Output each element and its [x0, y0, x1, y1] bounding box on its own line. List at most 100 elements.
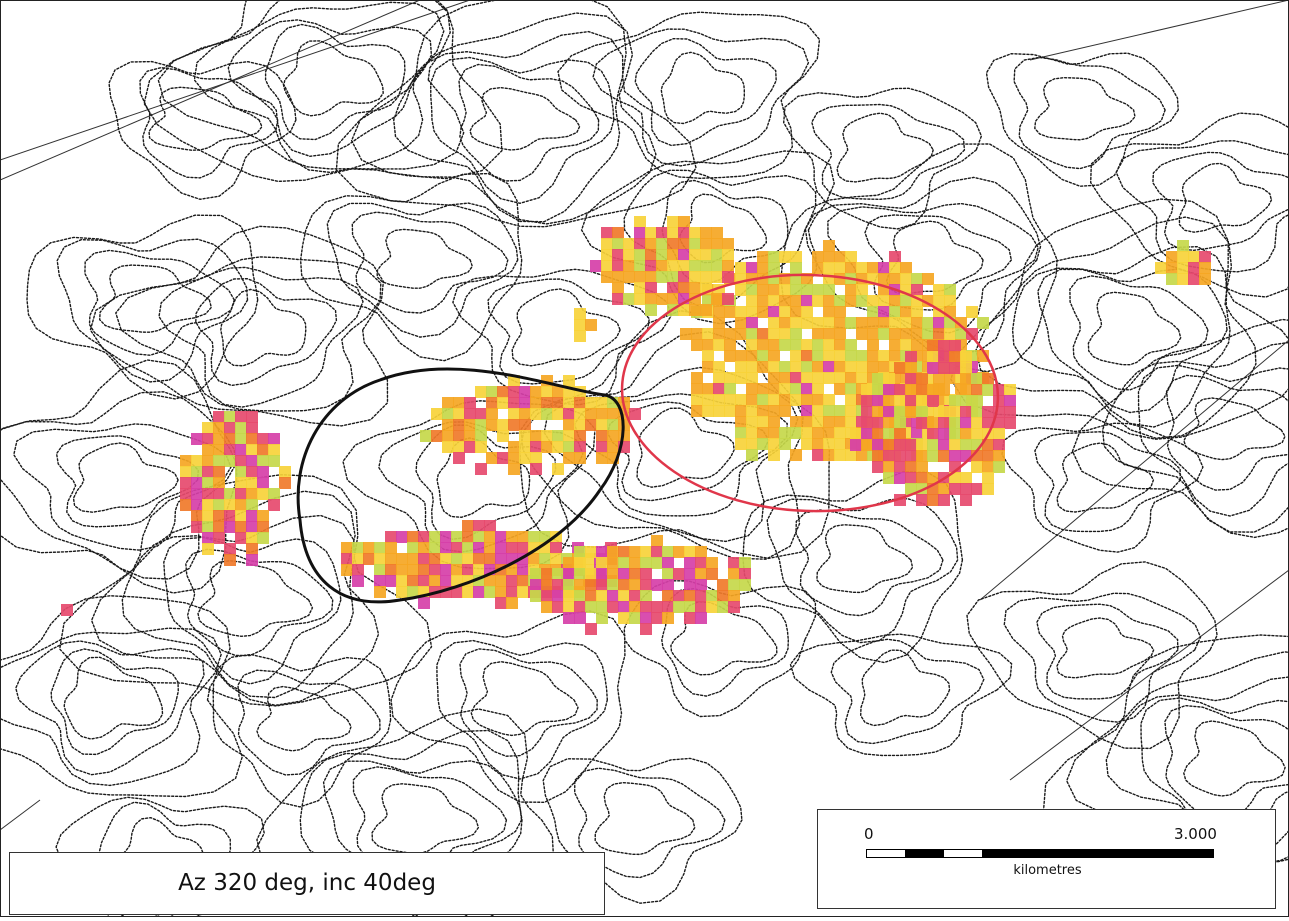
anomaly-voxel — [711, 249, 723, 261]
anomaly-voxel — [889, 306, 901, 318]
anomaly-voxel — [475, 419, 487, 431]
anomaly-voxel — [689, 282, 701, 294]
contour-line — [460, 649, 597, 756]
anomaly-voxel — [823, 328, 835, 340]
anomaly-voxel — [352, 575, 364, 587]
contour-line — [352, 13, 656, 224]
anomaly-voxel — [213, 411, 225, 423]
anomaly-voxel — [845, 262, 857, 274]
anomaly-voxel — [689, 260, 701, 272]
anomaly-voxel — [550, 542, 562, 554]
anomaly-voxel — [889, 328, 901, 340]
anomaly-voxel — [856, 372, 868, 384]
anomaly-voxel — [213, 499, 225, 511]
anomaly-voxel — [960, 483, 972, 495]
anomaly-voxel — [495, 531, 507, 543]
anomaly-voxel — [213, 488, 225, 500]
anomaly-voxel — [495, 553, 507, 565]
anomaly-voxel — [508, 463, 520, 475]
anomaly-voxel — [601, 249, 613, 261]
anomaly-voxel — [700, 238, 712, 250]
anomaly-voxel — [634, 282, 646, 294]
anomaly-voxel — [191, 433, 203, 445]
anomaly-voxel — [1177, 251, 1189, 263]
anomaly-voxel — [812, 372, 824, 384]
anomaly-voxel — [722, 271, 734, 283]
anomaly-voxel — [407, 564, 419, 576]
anomaly-voxel — [966, 306, 978, 318]
anomaly-voxel — [746, 405, 758, 417]
anomaly-voxel — [746, 284, 758, 296]
anomaly-voxel — [856, 262, 868, 274]
anomaly-voxel — [689, 249, 701, 261]
anomaly-voxel — [667, 282, 679, 294]
anomaly-voxel — [651, 601, 663, 613]
anomaly-voxel — [911, 306, 923, 318]
anomaly-voxel — [757, 306, 769, 318]
anomaly-voxel — [550, 553, 562, 565]
anomaly-voxel — [724, 394, 736, 406]
anomaly-voxel — [517, 564, 529, 576]
anomaly-voxel — [790, 427, 802, 439]
anomaly-voxel — [960, 494, 972, 506]
anomaly-voxel — [61, 604, 73, 616]
contour-line — [1035, 432, 1180, 532]
anomaly-voxel — [911, 284, 923, 296]
anomaly-voxel — [878, 328, 890, 340]
anomaly-voxel — [779, 427, 791, 439]
anomaly-voxel — [790, 361, 802, 373]
anomaly-voxel — [473, 564, 485, 576]
anomaly-voxel — [722, 293, 734, 305]
anomaly-voxel — [363, 542, 375, 554]
anomaly-voxel — [713, 361, 725, 373]
anomaly-voxel — [246, 499, 258, 511]
anomaly-voxel — [1004, 384, 1016, 396]
anomaly-voxel — [629, 408, 641, 420]
anomaly-voxel — [202, 499, 214, 511]
anomaly-voxel — [552, 568, 564, 580]
anomaly-voxel — [689, 238, 701, 250]
anomaly-voxel — [801, 339, 813, 351]
anomaly-voxel — [916, 395, 928, 407]
anomaly-voxel — [834, 449, 846, 461]
anomaly-voxel — [191, 466, 203, 478]
anomaly-voxel — [960, 406, 972, 418]
anomaly-voxel — [224, 521, 236, 533]
anomaly-voxel — [812, 361, 824, 373]
anomaly-voxel — [429, 553, 441, 565]
anomaly-voxel — [607, 601, 619, 613]
scale-segment — [982, 850, 1059, 857]
anomaly-voxel — [845, 339, 857, 351]
anomaly-voxel — [352, 553, 364, 565]
anomaly-voxel — [601, 238, 613, 250]
anomaly-voxel — [905, 362, 917, 374]
anomaly-voxel — [911, 317, 923, 329]
anomaly-voxel — [475, 386, 487, 398]
scale-units-label: kilometres — [818, 863, 1277, 878]
anomaly-voxel — [889, 350, 901, 362]
anomaly-voxel — [563, 601, 575, 613]
anomaly-voxel — [629, 546, 641, 558]
anomaly-voxel — [645, 293, 657, 305]
anomaly-voxel — [905, 351, 917, 363]
anomaly-voxel — [916, 461, 928, 473]
anomaly-voxel — [916, 417, 928, 429]
anomaly-voxel — [883, 472, 895, 484]
anomaly-voxel — [724, 306, 736, 318]
anomaly-voxel — [667, 260, 679, 272]
anomaly-voxel — [735, 328, 747, 340]
anomaly-voxel — [429, 542, 441, 554]
anomaly-voxel — [735, 405, 747, 417]
anomaly-voxel — [691, 405, 703, 417]
anomaly-voxel — [861, 395, 873, 407]
anomaly-voxel — [519, 430, 531, 442]
anomaly-voxel — [495, 586, 507, 598]
anomaly-voxel — [279, 477, 291, 489]
anomaly-voxel — [202, 455, 214, 467]
anomaly-voxel — [938, 384, 950, 396]
anomaly-voxel — [484, 586, 496, 598]
anomaly-voxel — [779, 317, 791, 329]
anomaly-voxel — [640, 601, 652, 613]
anomaly-voxel — [722, 249, 734, 261]
